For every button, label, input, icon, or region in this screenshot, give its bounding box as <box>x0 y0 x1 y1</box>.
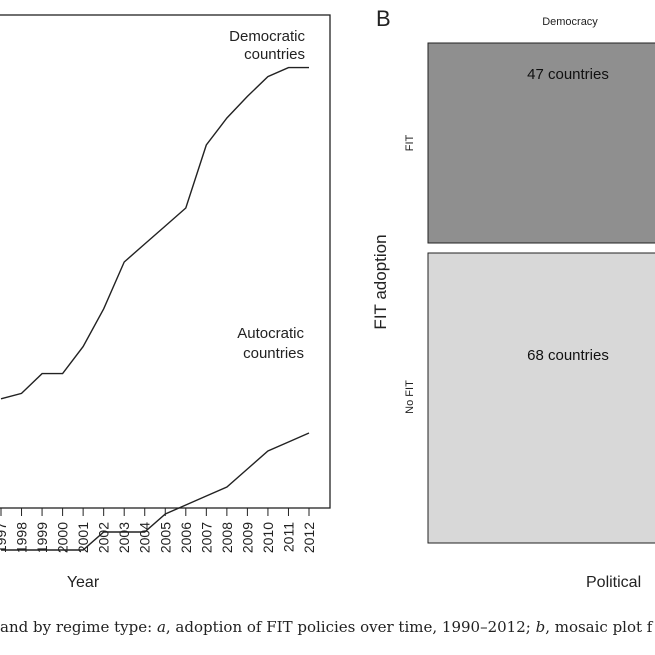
column-label-democracy: Democracy <box>542 16 598 28</box>
caption-part-1: and by regime type: <box>0 618 157 636</box>
x-tick-label-2004: 2004 <box>137 522 153 553</box>
x-axis-title: Year <box>67 574 100 591</box>
panel-b-mosaic-plot: B Democracy FIT adoption FIT No FIT 47 c… <box>371 6 655 591</box>
caption-part-3: , mosaic plot f <box>545 618 653 636</box>
x-tick-label-2006: 2006 <box>178 522 194 553</box>
mosaic-cell-fit <box>427 42 655 244</box>
caption-b: b <box>535 618 546 636</box>
x-tick-label-2011: 2011 <box>280 522 296 552</box>
x-tick-label-2008: 2008 <box>219 522 235 553</box>
cell-text-no-fit: 68 countries <box>527 347 609 364</box>
x-tick-label-1998: 1998 <box>14 522 30 553</box>
series-label-democratic-1: Democratic <box>229 28 305 45</box>
series-label-autocratic-2: countries <box>243 345 304 362</box>
series-layer <box>0 66 310 551</box>
x-tick-label-2000: 2000 <box>55 522 71 553</box>
series-label-autocratic-1: Autocratic <box>237 325 304 342</box>
series-line-autocratic <box>1 432 310 551</box>
caption-part-2: , adoption of FIT policies over time, 19… <box>165 618 536 636</box>
x-tick-label-1999: 1999 <box>34 522 50 553</box>
panel-b-label: B <box>376 6 391 31</box>
x-tick-label-2012: 2012 <box>301 522 317 553</box>
plot-frame <box>0 14 331 509</box>
x-tick-label-2005: 2005 <box>157 522 173 553</box>
caption-a: a <box>156 618 166 636</box>
mosaic-cell-no-fit <box>427 252 655 544</box>
row-label-no-fit: No FIT <box>404 380 416 414</box>
x-axis: 1997 1998 1999 2000 2001 2002 2003 2004 2005 2006… <box>0 508 317 553</box>
x-tick-label-2007: 2007 <box>198 522 214 553</box>
figure-caption: and by regime type: a, adoption of FIT p… <box>0 618 655 636</box>
y-axis-title: FIT adoption <box>371 234 390 329</box>
x-tick-label-2003: 2003 <box>116 522 132 553</box>
x-tick-label-1997: 1997 <box>0 522 9 553</box>
series-line-democratic <box>0 66 309 400</box>
row-label-fit: FIT <box>404 134 416 151</box>
x-axis-title-political: Political <box>586 574 641 591</box>
panel-a-line-chart: 1997 1998 1999 2000 2001 2002 2003 2004 2005 2006… <box>0 14 331 591</box>
x-tick-label-2009: 2009 <box>239 522 255 553</box>
x-tick-label-2010: 2010 <box>260 522 276 553</box>
x-tick-label-2001: 2001 <box>75 522 91 553</box>
cell-text-fit: 47 countries <box>527 66 609 83</box>
series-label-democratic-2: countries <box>244 46 305 63</box>
x-tick-label-2002: 2002 <box>96 522 112 553</box>
